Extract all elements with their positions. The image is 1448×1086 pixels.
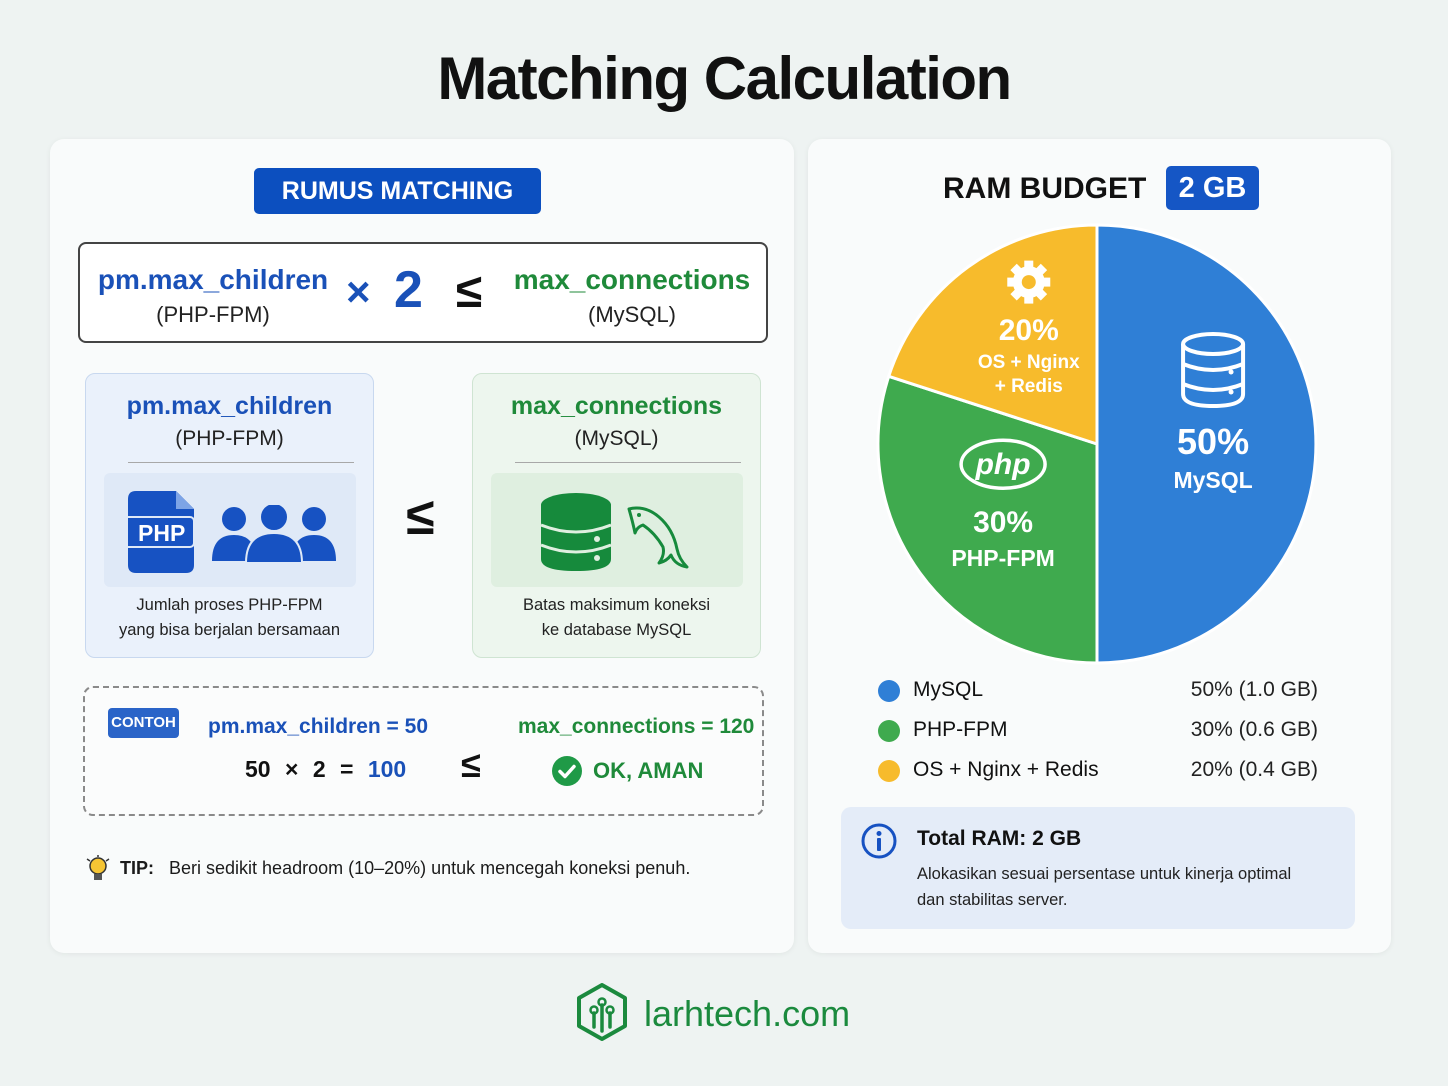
tip: TIP: Beri sedikit headroom (10–20%) untu… bbox=[120, 858, 690, 879]
mysql-panel-desc: Batas maksimum koneksi ke database MySQL bbox=[473, 593, 760, 643]
php-icon: php bbox=[959, 438, 1047, 490]
calc-a: 50 bbox=[245, 756, 271, 782]
php-fpm-panel: pm.max_children (PHP-FPM) PHP Jumlah pro… bbox=[85, 373, 374, 658]
ram-pie-chart: 50% MySQL php 30% PHP-FPM 20% OS + Nginx + Redi… bbox=[876, 223, 1318, 665]
users-group-icon bbox=[212, 505, 336, 563]
php-file-label: PHP bbox=[138, 520, 186, 546]
formula-right-term: max_connections bbox=[513, 264, 751, 295]
legend-row: PHP-FPM 30% (0.6 GB) bbox=[878, 716, 1318, 746]
formula-card: RUMUS MATCHING pm.max_children (PHP-FPM)… bbox=[50, 139, 794, 953]
database-icon bbox=[541, 493, 611, 571]
example-badge: CONTOH bbox=[108, 708, 179, 738]
divider bbox=[515, 462, 741, 463]
info-text: Alokasikan sesuai persentase untuk kiner… bbox=[917, 861, 1291, 913]
mysql-desc-line2: ke database MySQL bbox=[541, 621, 692, 639]
tip-text: Beri sedikit headroom (10–20%) untuk men… bbox=[169, 858, 691, 878]
ram-title: RAM BUDGET bbox=[943, 172, 1147, 205]
info-icon bbox=[861, 823, 897, 859]
pie-pct-label: 20% bbox=[999, 314, 1059, 347]
ram-badge: 2 GB bbox=[1166, 166, 1259, 210]
tip-label: TIP: bbox=[120, 858, 154, 878]
footer: larhtech.com bbox=[0, 983, 1448, 1043]
formula-times: × bbox=[346, 268, 371, 315]
info-line2: dan stabilitas server. bbox=[917, 891, 1068, 909]
check-circle-icon bbox=[552, 756, 582, 786]
example-compare: ≤ bbox=[461, 744, 481, 785]
formula-compare: ≤ bbox=[456, 265, 483, 318]
pie-slice-php-fpm bbox=[876, 374, 1099, 665]
pie-slice-label: + Redis bbox=[995, 376, 1063, 397]
database-icon bbox=[1181, 332, 1246, 409]
php-file-icon bbox=[128, 491, 195, 573]
legend-value: 20% (0.4 GB) bbox=[1190, 758, 1318, 781]
calc-eq: = bbox=[340, 756, 354, 782]
calc-b: 2 bbox=[312, 756, 326, 782]
svg-text:php: php bbox=[975, 448, 1031, 481]
panels-compare: ≤ bbox=[406, 488, 435, 546]
legend-label: OS + Nginx + Redis bbox=[913, 758, 1099, 781]
mysql-panel-sub: (MySQL) bbox=[574, 427, 659, 450]
example-box: CONTOH pm.max_children = 50 50 × 2 = 100… bbox=[83, 686, 764, 816]
php-panel-desc: Jumlah proses PHP-FPM yang bisa berjalan… bbox=[86, 593, 373, 643]
formula-box: pm.max_children (PHP-FPM) × 2 ≤ max_conn… bbox=[78, 242, 768, 343]
pie-slice-label: PHP-FPM bbox=[951, 545, 1055, 571]
example-status: OK, AMAN bbox=[593, 758, 704, 783]
formula-right-sub: (MySQL) bbox=[588, 302, 676, 327]
calc-result: 100 bbox=[367, 756, 407, 782]
legend-label: PHP-FPM bbox=[913, 718, 1008, 741]
legend-value: 30% (0.6 GB) bbox=[1190, 718, 1318, 741]
lightbulb-icon bbox=[86, 855, 110, 880]
example-right-label: max_connections = 120 bbox=[518, 715, 755, 738]
legend-dot bbox=[878, 760, 900, 782]
gear-icon bbox=[1007, 260, 1051, 304]
example-left-label: pm.max_children = 50 bbox=[208, 715, 429, 738]
php-icons-area: PHP bbox=[104, 473, 356, 587]
legend-dot bbox=[878, 720, 900, 742]
mysql-panel: max_connections (MySQL) Batas maksimum k… bbox=[472, 373, 761, 658]
mysql-panel-title: max_connections bbox=[510, 392, 723, 420]
page-title: Matching Calculation bbox=[437, 45, 1012, 112]
formula-factor: 2 bbox=[394, 261, 423, 319]
mysql-icons-area bbox=[491, 473, 743, 587]
legend-label: MySQL bbox=[913, 678, 984, 701]
calc-times: × bbox=[284, 756, 299, 782]
legend-value: 50% (1.0 GB) bbox=[1190, 678, 1318, 701]
info-line1: Alokasikan sesuai persentase untuk kiner… bbox=[917, 865, 1292, 883]
info-box: Total RAM: 2 GB Alokasikan sesuai persen… bbox=[841, 807, 1355, 929]
php-panel-sub: (PHP-FPM) bbox=[175, 427, 284, 450]
php-desc-line1: Jumlah proses PHP-FPM bbox=[136, 596, 323, 614]
pie-slice-label: OS + Nginx bbox=[978, 352, 1080, 373]
pie-pct-label: 30% bbox=[973, 506, 1033, 539]
formula-left-term: pm.max_children bbox=[97, 264, 329, 295]
php-panel-title: pm.max_children bbox=[126, 392, 333, 420]
pie-slice-label: MySQL bbox=[1173, 467, 1252, 493]
legend-dot bbox=[878, 680, 900, 702]
formula-left-sub: (PHP-FPM) bbox=[156, 302, 270, 327]
footer-brand[interactable]: larhtech.com bbox=[644, 993, 851, 1034]
mysql-desc-line1: Batas maksimum koneksi bbox=[522, 596, 711, 614]
formula-badge: RUMUS MATCHING bbox=[254, 168, 541, 214]
info-title: Total RAM: 2 GB bbox=[917, 827, 1082, 850]
legend-row: OS + Nginx + Redis 20% (0.4 GB) bbox=[878, 756, 1318, 786]
ram-budget-card: RAM BUDGET 2 GB 50% MySQL php 30% PHP-FPM 20%… bbox=[808, 139, 1391, 953]
example-calculation: 50 × 2 = 100 bbox=[245, 756, 406, 783]
php-desc-line2: yang bisa berjalan bersamaan bbox=[118, 621, 341, 639]
larhtech-logo-icon bbox=[577, 983, 627, 1041]
pie-pct-label: 50% bbox=[1177, 421, 1249, 462]
dolphin-icon bbox=[627, 506, 689, 569]
pie-slice-mysql bbox=[1095, 223, 1318, 665]
divider bbox=[128, 462, 354, 463]
legend-row: MySQL 50% (1.0 GB) bbox=[878, 676, 1318, 706]
